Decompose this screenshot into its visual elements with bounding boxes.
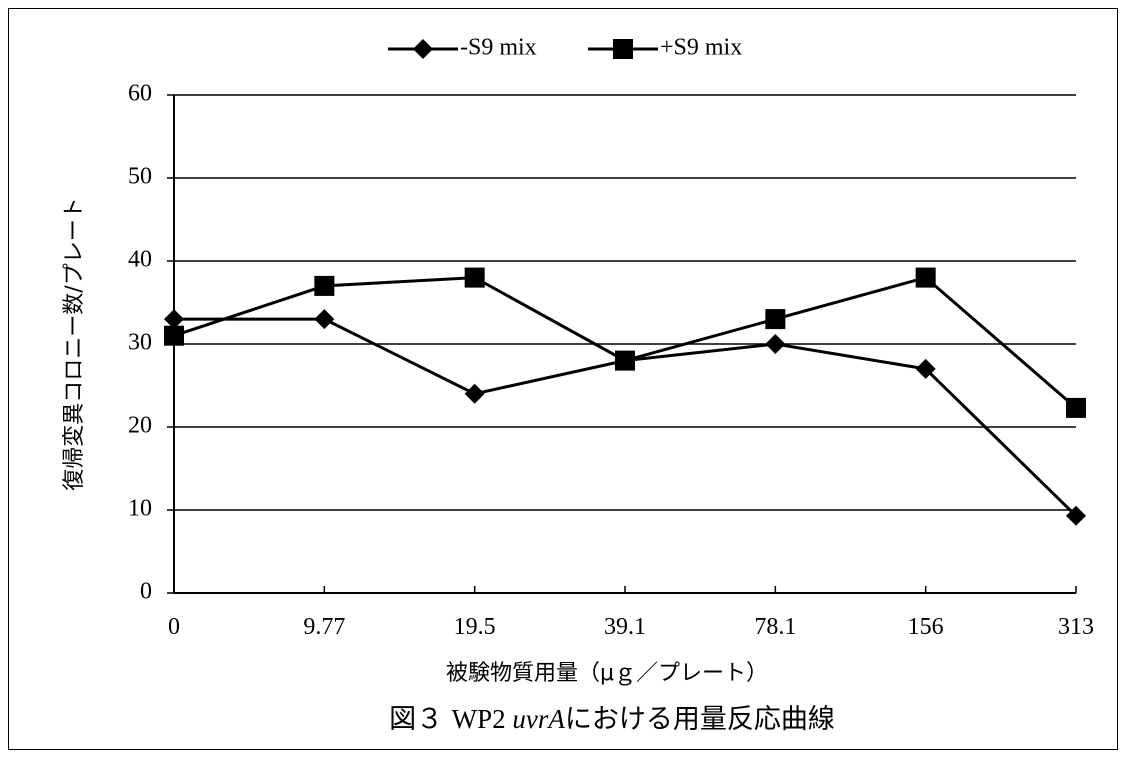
chart-frame xyxy=(8,8,1118,750)
series-line xyxy=(173,275,1077,410)
legend-marker xyxy=(413,39,433,59)
x-tick-label: 19.5 xyxy=(454,614,496,640)
legend: -S9 mix +S9 mix xyxy=(388,35,742,61)
x-tick-labels: 0 9.77 19.5 39.1 78.1 156 313 xyxy=(168,586,1094,640)
caption-gene: uvrA xyxy=(512,704,565,734)
series-group xyxy=(164,267,1086,418)
y-tick-label: 10 xyxy=(128,496,152,522)
x-tick-label: 0 xyxy=(168,614,180,640)
legend-item: +S9 mix xyxy=(588,35,742,61)
y-tick-labels: 0 10 20 30 40 50 60 xyxy=(128,81,174,605)
legend-item: -S9 mix xyxy=(388,35,537,61)
caption-strain: WP2 xyxy=(452,704,513,734)
x-tick-label: 39.1 xyxy=(604,614,646,640)
data-point xyxy=(1066,505,1086,526)
data-point xyxy=(765,309,786,330)
data-point xyxy=(314,309,335,330)
y-tick-label: 30 xyxy=(128,330,152,356)
gridlines xyxy=(174,94,1076,511)
caption-prefix: 図３ xyxy=(389,704,452,735)
caption-suffix: における用量反応曲線 xyxy=(565,704,835,735)
legend-label: -S9 mix xyxy=(460,35,537,61)
y-tick-label: 50 xyxy=(128,164,152,190)
data-point xyxy=(615,350,635,371)
data-point xyxy=(314,275,335,296)
y-tick-label: 20 xyxy=(128,413,152,439)
x-tick-label: 156 xyxy=(908,614,944,640)
series-group xyxy=(164,309,1086,526)
x-axis-title: 被験物質用量（μｇ／プレート） xyxy=(446,661,768,686)
y-tick-label: 60 xyxy=(128,81,152,107)
data-point xyxy=(164,309,184,330)
legend-marker xyxy=(613,39,633,59)
x-tick-label: 9.77 xyxy=(303,614,345,640)
series-line xyxy=(174,317,1078,517)
data-point xyxy=(464,267,485,288)
legend-label: +S9 mix xyxy=(660,35,742,61)
data-point xyxy=(765,334,786,354)
data-point xyxy=(164,325,184,346)
y-tick-label: 0 xyxy=(140,579,152,605)
series xyxy=(164,267,1086,526)
data-point xyxy=(915,267,936,288)
data-point xyxy=(915,358,936,379)
figure-caption: 図３ WP2 uvrAにおける用量反応曲線 xyxy=(389,704,835,735)
x-tick-label: 78.1 xyxy=(754,614,796,640)
data-point xyxy=(464,383,485,404)
y-tick-label: 40 xyxy=(128,247,152,273)
x-tick-label: 313 xyxy=(1058,614,1094,640)
data-point xyxy=(1066,397,1086,418)
y-axis-title: 復帰変異コロニー数/プレート xyxy=(62,197,87,490)
